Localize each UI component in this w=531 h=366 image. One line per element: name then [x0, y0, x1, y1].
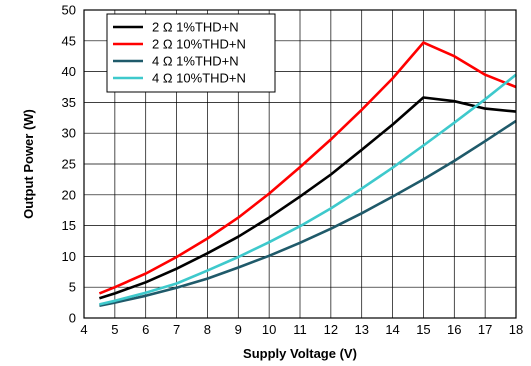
y-tick-label: 40 — [62, 64, 76, 79]
legend-label: 2 Ω 10%THD+N — [152, 37, 246, 52]
x-tick-label: 17 — [478, 322, 492, 337]
x-axis-ticks: 4 5 6 7 8 9 10 11 12 13 14 15 16 17 18 — [80, 322, 523, 337]
legend-label: 2 Ω 1%THD+N — [152, 20, 239, 35]
series-line-1 — [99, 96, 517, 300]
plot-area-frame — [83, 9, 517, 319]
x-tick-label: 13 — [354, 322, 368, 337]
x-tick-label: 12 — [324, 322, 338, 337]
y-tick-label: 0 — [69, 311, 76, 326]
y-tick-label: 20 — [62, 187, 76, 202]
series-line-3 — [99, 119, 517, 307]
y-axis-title: Output Power (W) — [21, 109, 36, 219]
series-line-4 — [99, 73, 517, 306]
x-tick-label: 9 — [235, 322, 242, 337]
x-tick-label: 18 — [509, 322, 523, 337]
legend: 2 Ω 1%THD+N 2 Ω 10%THD+N 4 Ω 1%THD+N 4 Ω 10… — [106, 13, 276, 93]
x-tick-label: 5 — [111, 322, 118, 337]
x-tick-label: 4 — [80, 322, 87, 337]
y-tick-label: 50 — [62, 3, 76, 18]
y-tick-label: 5 — [69, 280, 76, 295]
y-tick-label: 45 — [62, 33, 76, 48]
y-tick-label: 25 — [62, 157, 76, 172]
y-tick-label: 35 — [62, 95, 76, 110]
y-axis-ticks: 0 5 10 15 20 25 30 35 40 45 50 — [62, 3, 76, 326]
y-tick-label: 10 — [62, 249, 76, 264]
legend-label: 4 Ω 1%THD+N — [152, 54, 239, 69]
x-tick-label: 11 — [293, 322, 307, 337]
series-line-2 — [98, 41, 517, 295]
x-tick-label: 6 — [142, 322, 149, 337]
series-layer — [98, 41, 517, 307]
x-tick-label: 16 — [447, 322, 461, 337]
x-tick-label: 15 — [416, 322, 430, 337]
x-tick-label: 8 — [204, 322, 211, 337]
legend-label: 4 Ω 10%THD+N — [152, 71, 246, 86]
y-tick-label: 15 — [62, 218, 76, 233]
x-tick-label: 7 — [173, 322, 180, 337]
x-tick-label: 14 — [385, 322, 399, 337]
y-tick-label: 30 — [62, 126, 76, 141]
x-tick-label: 10 — [262, 322, 276, 337]
x-axis-title: Supply Voltage (V) — [243, 346, 357, 361]
